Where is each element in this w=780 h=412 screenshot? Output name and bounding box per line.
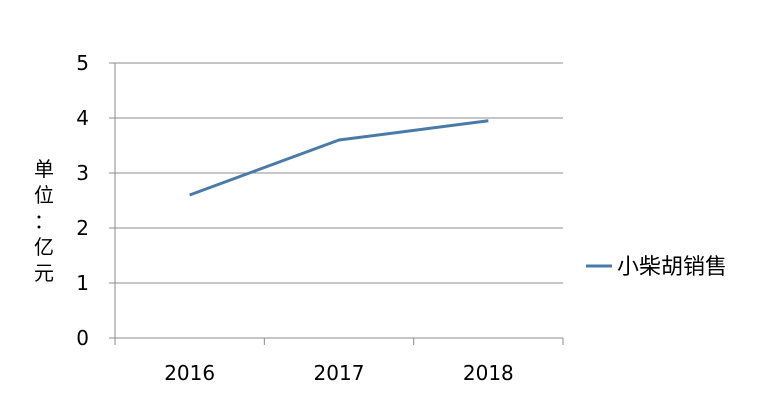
axes xyxy=(109,63,563,345)
y-tick-label: 5 xyxy=(76,51,89,75)
y-tick-label: 0 xyxy=(76,326,89,350)
y-axis-label-char: 元 xyxy=(34,261,54,285)
gridlines xyxy=(115,63,563,283)
y-tick-label: 1 xyxy=(76,271,89,295)
y-axis-label-char: ： xyxy=(34,209,54,233)
y-tick-label: 4 xyxy=(76,106,89,130)
series-group xyxy=(190,121,489,195)
y-axis-label-char: 亿 xyxy=(34,235,54,259)
y-axis-label: 单位：亿元 xyxy=(34,157,54,285)
y-axis-label-char: 位 xyxy=(34,183,54,207)
y-tick-labels: 0 1 2 3 4 5 xyxy=(76,51,89,350)
y-tick-label: 2 xyxy=(76,216,89,240)
y-axis-label-char: 单 xyxy=(34,157,54,181)
legend-label: 小柴胡销售 xyxy=(617,255,727,280)
x-tick-label: 2017 xyxy=(314,361,365,385)
y-tick-label: 3 xyxy=(76,161,89,185)
legend: 小柴胡销售 xyxy=(586,255,727,280)
x-tick-label: 2016 xyxy=(164,361,215,385)
x-tick-labels: 2016 2017 2018 xyxy=(164,361,514,385)
x-tick-label: 2018 xyxy=(463,361,514,385)
series-line xyxy=(190,121,489,195)
